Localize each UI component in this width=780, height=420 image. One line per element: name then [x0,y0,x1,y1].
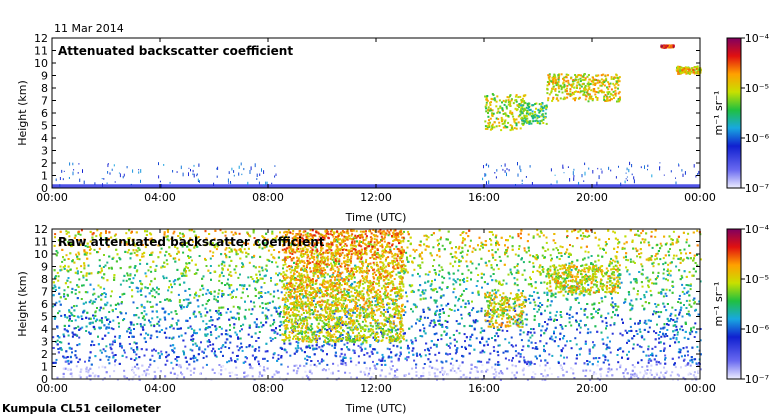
colorbar-unit-top: m⁻¹ sr⁻¹ [712,91,725,136]
y-tick-label: 2 [41,348,48,361]
instrument-label: Kumpula CL51 ceilometer [2,402,161,415]
panel-bottom: 00:00 04:00 08:00 12:00 16:00 20:00 00:0001234… [16,223,770,415]
colorbar-top [726,37,742,189]
x-tick-label: 04:00 [144,191,176,204]
x-axis-label-top: Time (UTC) [345,211,407,224]
feature-cloud-4 [675,65,702,75]
plot-area-top [52,38,700,188]
colorbar-ticks-bottom: 10⁻⁴ 10⁻⁵ 10⁻⁶ 10⁻⁷ [741,223,770,386]
y-tick-label: 0 [41,373,48,386]
colorbar-tick-label: 10⁻⁷ [745,373,769,386]
y-tick-label: 4 [41,132,48,145]
feature-cloud-3 [546,264,621,294]
colorbar-ticks-top: 10⁻⁴ 10⁻⁵ 10⁻⁶ 10⁻⁷ [741,32,770,195]
colorbar-tick-label: 10⁻⁴ [745,32,770,45]
colorbar-bottom [726,228,742,380]
y-axis-label-top: Height (km) [16,80,29,146]
colorbar-tick-label: 10⁻⁷ [745,182,769,195]
y-tick-label: 2 [41,157,48,170]
feature-noise-background-0 [52,229,702,381]
feature-cloud-2 [484,291,527,329]
y-tick-label: 8 [41,273,48,286]
y-axis-label-bottom: Height (km) [16,271,29,337]
y-tick-label: 11 [34,45,48,58]
date-label: 11 Mar 2014 [54,22,124,35]
feature-noisy-region-1 [281,229,405,344]
x-tick-label: 16:00 [468,382,500,395]
y-tick-label: 12 [34,223,48,236]
y-tick-label: 7 [41,286,48,299]
colorbar-unit-bottom: m⁻¹ sr⁻¹ [712,282,725,327]
feature-cloud-1 [484,93,527,132]
feature-cloud-5 [660,44,675,49]
feature-cloud-3 [546,73,621,103]
y-tick-label: 1 [41,170,48,183]
heatmap-bottom [52,229,702,381]
feature-cloud-2 [519,101,548,125]
y-tick-label: 8 [41,82,48,95]
x-tick-label: 20:00 [576,382,608,395]
y-tick-label: 10 [34,57,48,70]
x-tick-label: 00:00 [684,382,716,395]
y-tick-label: 3 [41,336,48,349]
x-tick-label: 00:00 [684,191,716,204]
x-tick-label: 12:00 [360,382,392,395]
colorbar-tick-label: 10⁻⁵ [745,273,769,286]
panel-title-bottom: Raw attenuated backscatter coefficient [58,235,325,249]
y-tick-label: 11 [34,236,48,249]
y-tick-label: 5 [41,311,48,324]
y-tick-label: 6 [41,298,48,311]
x-tick-label: 04:00 [144,382,176,395]
y-tick-label: 6 [41,107,48,120]
y-tick-label: 12 [34,32,48,45]
ticks-bottom: 00:00 04:00 08:00 12:00 16:00 20:00 00:0001234… [34,223,716,395]
y-tick-label: 3 [41,145,48,158]
ticks-top: 00:00 04:00 08:00 12:00 16:00 20:00 00:0001234… [34,32,716,204]
y-tick-label: 1 [41,361,48,374]
colorbar-tick-label: 10⁻⁵ [745,82,769,95]
x-tick-label: 00:00 [36,382,68,395]
x-tick-label: 08:00 [252,191,284,204]
y-tick-label: 4 [41,323,48,336]
x-tick-label: 00:00 [36,191,68,204]
y-tick-label: 0 [41,182,48,195]
x-tick-label: 12:00 [360,191,392,204]
colorbar-tick-label: 10⁻⁶ [745,132,770,145]
x-axis-label-bottom: Time (UTC) [345,402,407,415]
y-tick-label: 9 [41,261,48,274]
y-tick-label: 7 [41,95,48,108]
panel-top: 00:00 04:00 08:00 12:00 16:00 20:00 00:0001234… [16,32,770,224]
colorbar-tick-label: 10⁻⁴ [745,223,770,236]
x-tick-label: 16:00 [468,191,500,204]
x-tick-label: 08:00 [252,382,284,395]
y-tick-label: 5 [41,120,48,133]
y-tick-label: 9 [41,70,48,83]
y-tick-label: 10 [34,248,48,261]
x-tick-label: 20:00 [576,191,608,204]
colorbar-tick-label: 10⁻⁶ [745,323,770,336]
panel-title-top: Attenuated backscatter coefficient [58,44,293,58]
